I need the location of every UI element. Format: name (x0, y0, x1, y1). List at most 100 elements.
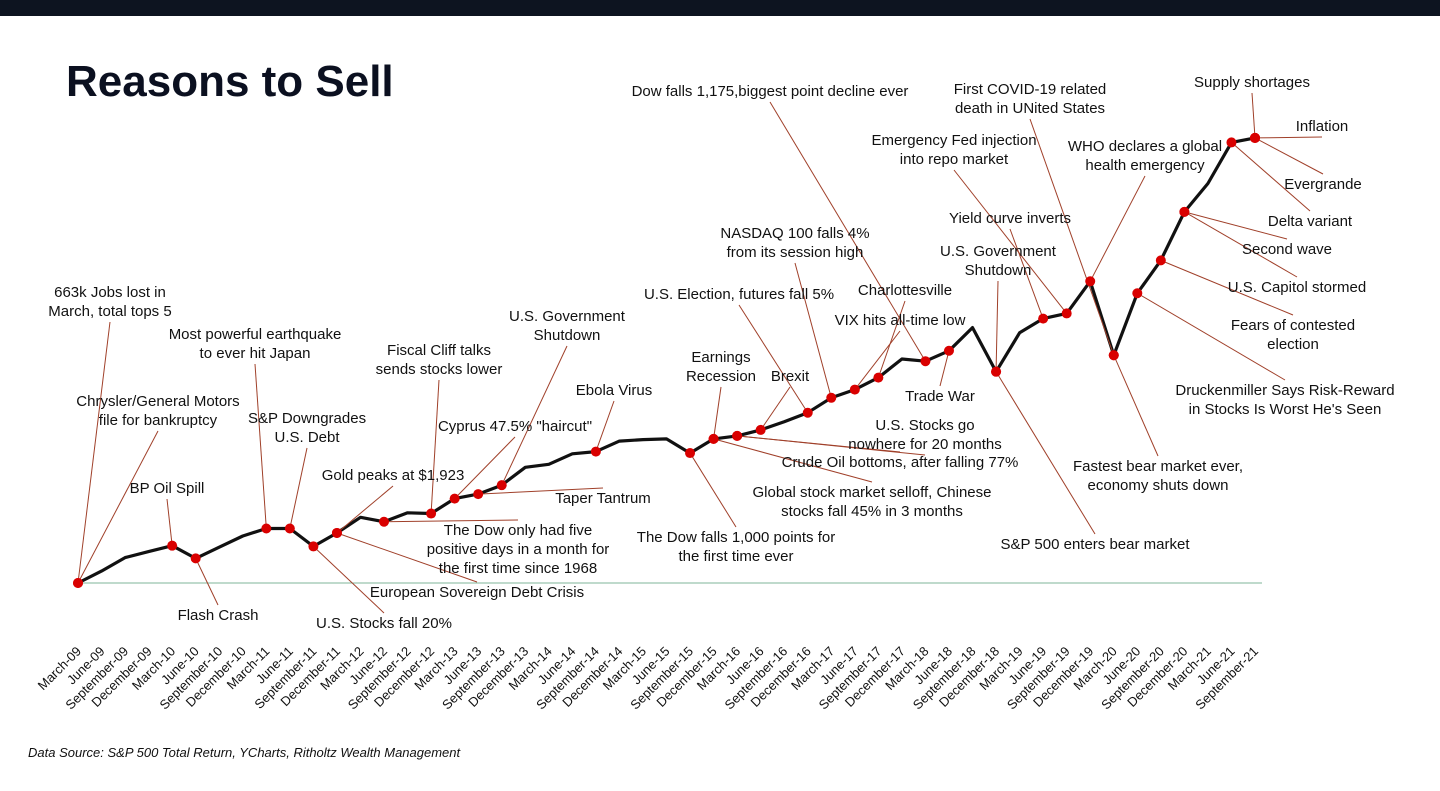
markers (73, 132, 1260, 588)
annotation-label: Second wave (1242, 241, 1332, 258)
annotation-marker (590, 446, 601, 457)
annotation-label: file for bankruptcy (99, 412, 218, 429)
annotation-marker (920, 356, 931, 367)
annotation-label: Ebola Virus (576, 382, 652, 399)
annotation-marker (755, 424, 766, 435)
annotation-label: Global stock market selloff, Chinese (753, 484, 992, 501)
annotation-marker (873, 372, 884, 383)
leader-line (166, 498, 173, 546)
leader-line (454, 436, 516, 499)
leader-line (877, 300, 906, 378)
annotation-marker (991, 366, 1002, 377)
leader-line (995, 371, 1096, 535)
leader-line (478, 487, 604, 495)
leader-line (1254, 137, 1324, 175)
annotation-label: health emergency (1085, 157, 1205, 174)
annotation-marker (308, 541, 319, 552)
annotation-label: U.S. Election, futures fall 5% (644, 286, 834, 303)
annotation-label: Flash Crash (178, 607, 259, 624)
leader-line (289, 447, 308, 529)
leader-line (1184, 211, 1298, 278)
leader-line (1029, 118, 1115, 356)
annotation-label: U.S. Government (509, 308, 626, 325)
annotation-label: in Stocks Is Worst He's Seen (1189, 401, 1382, 418)
annotation-marker (685, 448, 696, 459)
annotation-label: Brexit (771, 368, 810, 385)
leader-line (1137, 292, 1286, 381)
leader-line (1231, 142, 1311, 212)
annotation-marker (1155, 255, 1166, 266)
leader-line (384, 519, 519, 523)
annotation-label: The Dow only had five (444, 522, 592, 539)
annotation-marker (284, 523, 295, 534)
source-note: Data Source: S&P 500 Total Return, YChar… (28, 745, 462, 760)
leader-line (1113, 355, 1159, 457)
leader-line (595, 400, 615, 452)
annotation-label: from its session high (727, 244, 864, 261)
annotation-label: Supply shortages (1194, 74, 1310, 91)
annotation-label: Shutdown (534, 327, 601, 344)
leader-line (77, 430, 159, 584)
annotation-label: nowhere for 20 months (848, 436, 1001, 453)
annotation-marker (1179, 206, 1190, 217)
annotation-label: Druckenmiller Says Risk-Reward (1175, 382, 1394, 399)
leader-line (77, 321, 111, 584)
annotation-marker (379, 516, 390, 527)
annotation-label: economy shuts down (1088, 477, 1229, 494)
annotation-label: Delta variant (1268, 213, 1353, 230)
annotation-label: U.S. Stocks go (875, 417, 974, 434)
leader-line (1254, 136, 1323, 139)
annotation-label: Emergency Fed injection (871, 132, 1036, 149)
leader-line (769, 101, 926, 362)
annotation-label: Evergrande (1284, 176, 1362, 193)
annotation-label: death in UNited States (955, 100, 1105, 117)
annotation-marker (732, 430, 743, 441)
leader-line (939, 350, 950, 387)
annotation-marker (426, 508, 437, 519)
annotation-marker (943, 345, 954, 356)
annotation-marker (496, 480, 507, 491)
annotation-marker (331, 527, 342, 538)
annotation-marker (473, 489, 484, 500)
annotation-marker (167, 540, 178, 551)
annotation-marker (849, 384, 860, 395)
leader-line (501, 345, 568, 486)
leader-line (794, 262, 832, 398)
annotation-label: Earnings (691, 349, 750, 366)
annotation-label: to ever hit Japan (200, 345, 311, 362)
annotation-label: Cyprus 47.5% "haircut" (438, 418, 592, 435)
annotation-label: Shutdown (965, 262, 1032, 279)
annotation-label: Trade War (905, 388, 975, 405)
annotation-marker (190, 553, 201, 564)
leader-line (738, 304, 809, 414)
leader-line (1009, 228, 1044, 319)
leader-line (953, 169, 1068, 314)
annotation-label: European Sovereign Debt Crisis (370, 584, 584, 601)
annotation-label: VIX hits all-time low (835, 312, 966, 329)
annotation-label: election (1267, 336, 1319, 353)
annotation-label: sends stocks lower (376, 361, 503, 378)
annotation-label: stocks fall 45% in 3 months (781, 503, 963, 520)
annotation-label: WHO declares a global (1068, 138, 1222, 155)
annotation-marker (73, 578, 83, 588)
annotation-label: positive days in a month for (427, 541, 610, 558)
leader-line (1251, 92, 1256, 138)
price-line (77, 136, 1256, 585)
annotation-label: 663k Jobs lost in (54, 284, 166, 301)
leader-line (854, 330, 901, 390)
leader-line (195, 558, 219, 606)
leader-lines (77, 92, 1324, 614)
annotation-label: BP Oil Spill (130, 480, 205, 497)
annotation-label: the first time ever (678, 548, 793, 565)
annotation-label: Crude Oil bottoms, after falling 77% (782, 454, 1019, 471)
annotation-marker (449, 493, 460, 504)
leader-line (336, 485, 394, 534)
annotation-label: Most powerful earthquake (169, 326, 342, 343)
leader-line (737, 435, 926, 456)
annotation-label: U.S. Capitol stormed (1228, 279, 1366, 296)
annotation-marker (1108, 350, 1119, 361)
leader-line (995, 280, 999, 372)
annotation-marker (708, 433, 719, 444)
leader-line (713, 386, 722, 439)
